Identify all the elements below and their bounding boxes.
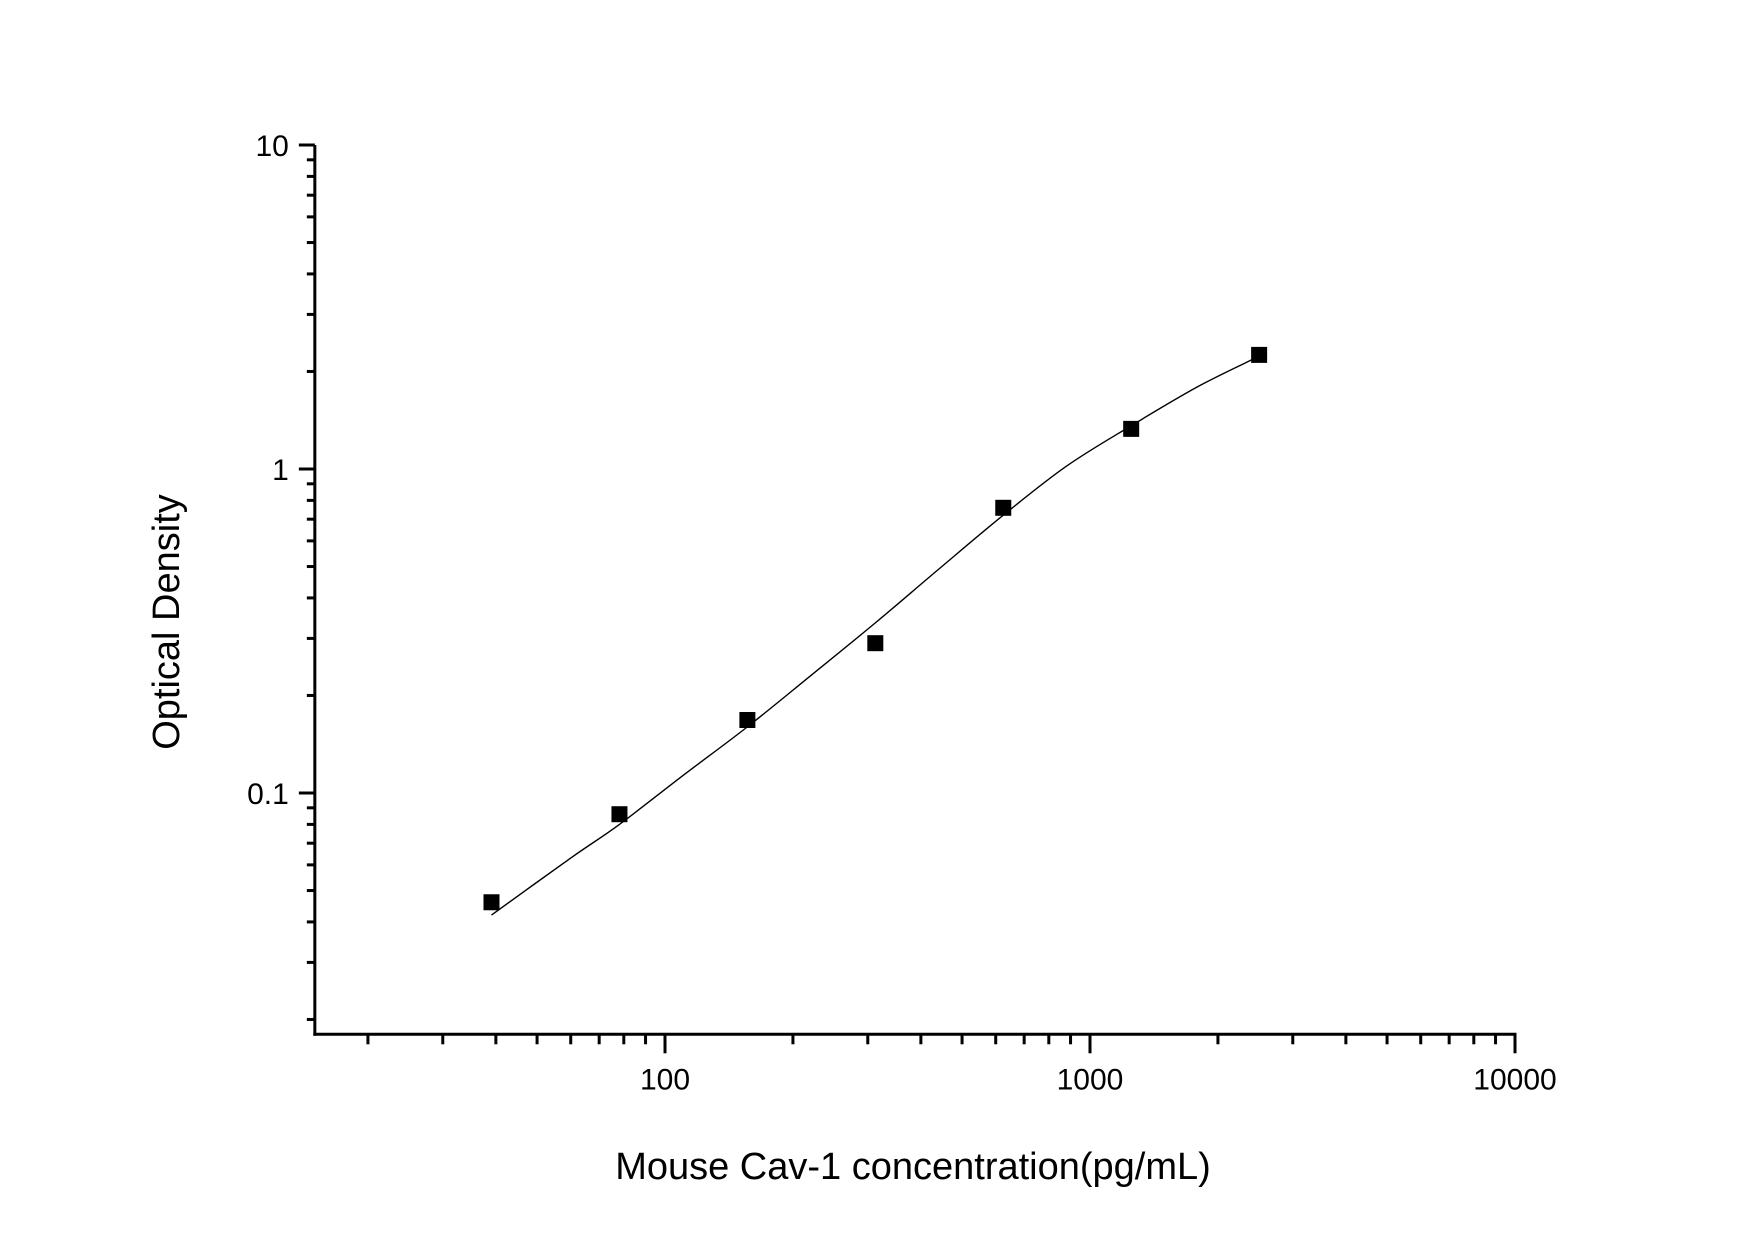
x-tick-label: 10000 — [1473, 1063, 1556, 1096]
data-point-square — [483, 894, 500, 911]
y-axis-title: Optical Density — [146, 494, 188, 750]
data-point-square — [611, 806, 628, 823]
data-point-square — [867, 635, 884, 652]
x-axis: 100 1000 10000 — [313, 1032, 1557, 1096]
data-point-square — [995, 499, 1012, 516]
x-axis-title: Mouse Cav-1 concentration(pg/mL) — [615, 1146, 1211, 1188]
y-tick-label: 1 — [272, 454, 289, 487]
data-point-square — [739, 711, 756, 728]
y-axis: 0.1 1 10 — [247, 130, 317, 1036]
y-tick-label: 0.1 — [247, 778, 289, 811]
x-tick-label: 100 — [640, 1063, 690, 1096]
data-point-square — [1123, 420, 1140, 437]
x-tick-label: 1000 — [1057, 1063, 1124, 1096]
y-tick-label: 10 — [255, 130, 288, 163]
data-points — [483, 346, 1268, 911]
data-point-square — [1251, 346, 1268, 363]
